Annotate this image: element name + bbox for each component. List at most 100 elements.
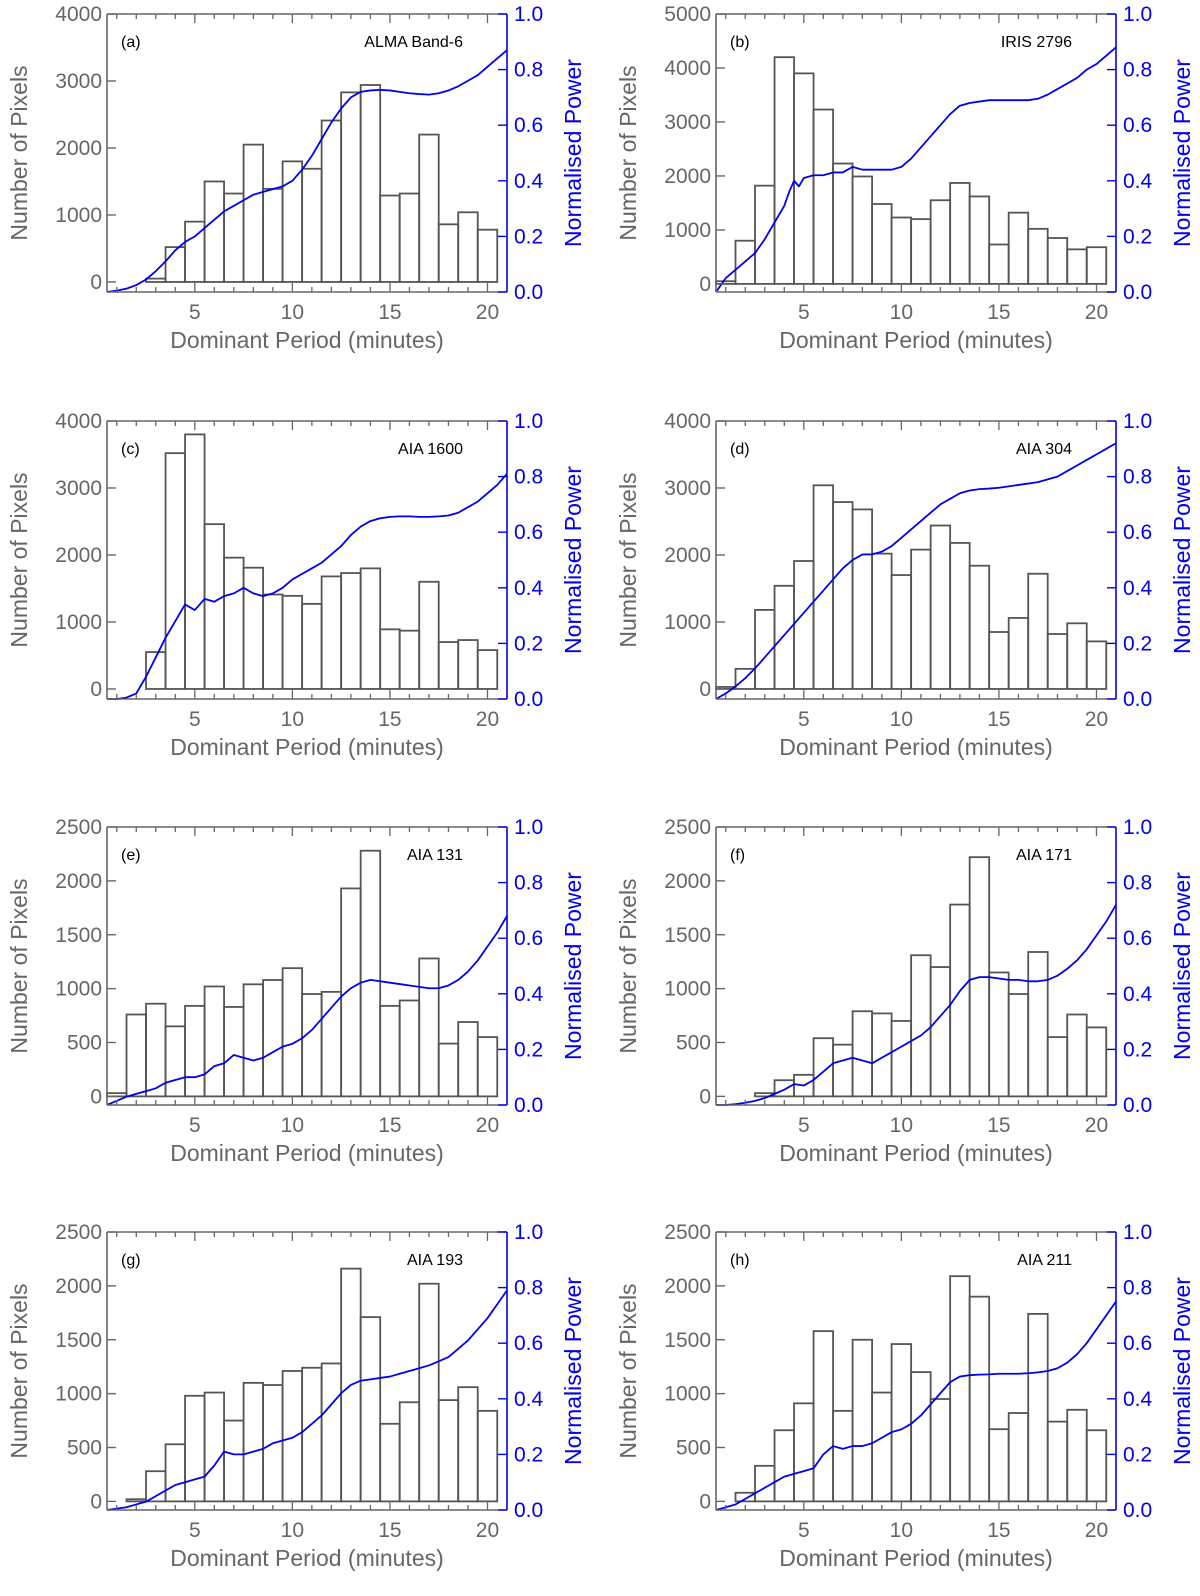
y-right-tick-label: 0.6 [1123, 1332, 1152, 1355]
histogram-bar [910, 1371, 932, 1503]
y-right-tick-label: 0.8 [514, 872, 543, 895]
y-right-axis-label: Normalised Power [560, 59, 586, 247]
x-axis-label: Dominant Period (minutes) [170, 1545, 444, 1571]
histogram-bar [164, 1443, 186, 1503]
y-right-tick-label: 0.4 [514, 170, 544, 193]
histogram-bar [1046, 237, 1069, 285]
panel-label: (d) [730, 441, 750, 458]
y-right-tick-label: 0.0 [1123, 1499, 1152, 1522]
y-right-axis-label: Normalised Power [1169, 466, 1195, 654]
y-right-tick-label: 0.4 [1123, 170, 1153, 193]
histogram-bar [773, 1429, 795, 1503]
histogram-bar [773, 584, 795, 690]
histogram-bar [949, 1275, 971, 1503]
histogram-bar [398, 192, 421, 283]
y-right-tick-label: 1.0 [514, 816, 543, 839]
y-tick-label: 4000 [55, 410, 102, 433]
histogram-bar [418, 1282, 440, 1503]
y-right-tick-label: 0.6 [514, 114, 543, 137]
y-tick-label: 1000 [55, 204, 102, 227]
histogram-bar [379, 1004, 401, 1098]
histogram-bar [242, 566, 264, 690]
histogram-bar [871, 203, 893, 285]
histogram-bar [1046, 1036, 1069, 1098]
histogram-bar [871, 1012, 893, 1098]
y-tick-label: 500 [676, 1032, 711, 1055]
y-tick-label: 2000 [55, 137, 102, 160]
histogram-bar [812, 1330, 834, 1503]
x-axis-label: Dominant Period (minutes) [779, 734, 1053, 760]
histogram-bar [968, 1295, 991, 1503]
x-tick-label: 5 [798, 301, 810, 324]
x-tick-label: 20 [1085, 301, 1108, 324]
x-tick-label: 10 [890, 1114, 913, 1137]
y-tick-label: 1000 [55, 611, 102, 634]
y-tick-label: 5000 [664, 3, 711, 26]
y-right-tick-label: 0.4 [1123, 983, 1153, 1006]
histogram-bar [301, 1366, 323, 1503]
histogram-bar [1085, 1026, 1108, 1098]
y-tick-label: 0 [90, 1490, 102, 1513]
histogram-bar [359, 849, 382, 1098]
histogram-bar [340, 887, 362, 1098]
y-tick-label: 1000 [664, 219, 711, 242]
x-tick-label: 10 [281, 1114, 304, 1137]
histogram-bar [184, 433, 206, 690]
y-right-tick-label: 0.0 [1123, 1094, 1152, 1117]
y-right-tick-label: 0.0 [514, 1094, 543, 1117]
histogram-bar [476, 228, 499, 283]
histogram-bar [437, 1042, 460, 1098]
x-tick-label: 20 [1085, 708, 1108, 731]
histogram-bar [832, 1043, 854, 1098]
x-tick-label: 5 [189, 708, 201, 731]
histogram-bar [773, 1079, 795, 1098]
x-tick-label: 20 [476, 708, 499, 731]
x-tick-label: 15 [987, 1519, 1010, 1542]
x-tick-label: 5 [189, 301, 201, 324]
histogram-bar [851, 1338, 873, 1503]
panel-label: (a) [121, 34, 141, 51]
power-curve-line [106, 1289, 508, 1511]
y-tick-label: 0 [699, 273, 711, 296]
y-right-tick-label: 0.6 [1123, 114, 1152, 137]
y-tick-label: 500 [676, 1437, 711, 1460]
histogram-bar [929, 524, 952, 690]
histogram-bar [145, 277, 167, 283]
y-right-tick-label: 0.8 [514, 466, 543, 489]
histogram-bar [1027, 572, 1049, 690]
histogram-bar [890, 1020, 913, 1098]
histogram-bar [242, 143, 264, 283]
y-tick-label: 1500 [664, 1329, 711, 1352]
histogram-bar [398, 1401, 421, 1503]
histogram-bar [340, 91, 362, 283]
histogram-bar [890, 216, 913, 285]
x-tick-label: 10 [890, 1519, 913, 1542]
histogram-bar [476, 1036, 499, 1098]
y-tick-label: 2000 [55, 1275, 102, 1298]
x-axis-label: Dominant Period (minutes) [170, 734, 444, 760]
x-axis-label: Dominant Period (minutes) [170, 327, 444, 353]
y-right-tick-label: 0.0 [1123, 688, 1152, 711]
histogram-bar [1085, 1429, 1108, 1503]
x-tick-label: 15 [378, 1519, 401, 1542]
histogram-bar [1085, 246, 1108, 285]
y-tick-label: 2000 [664, 1275, 711, 1298]
y-right-tick-label: 0.2 [1123, 1443, 1152, 1466]
y-axis-label: Number of Pixels [615, 878, 641, 1053]
y-right-tick-label: 0.4 [1123, 577, 1153, 600]
histogram-bar [988, 631, 1010, 690]
histogram-bar [281, 1370, 304, 1503]
x-tick-label: 5 [798, 708, 810, 731]
panel-label: (h) [730, 1252, 750, 1269]
x-tick-label: 15 [378, 708, 401, 731]
y-tick-label: 0 [90, 678, 102, 701]
histogram-bar [988, 1428, 1010, 1503]
histogram-bar [359, 84, 382, 283]
y-tick-label: 2000 [664, 870, 711, 893]
x-tick-label: 15 [987, 301, 1010, 324]
histogram-bar [281, 967, 304, 1098]
panel-g: 0 500 1000 1500 2000 2500 0.0 0.2 0.4 0.6 0.8 1.0 5 1… [6, 1221, 586, 1571]
y-right-tick-label: 0.2 [514, 632, 543, 655]
y-tick-label: 2000 [664, 165, 711, 188]
y-tick-label: 1000 [664, 1383, 711, 1406]
